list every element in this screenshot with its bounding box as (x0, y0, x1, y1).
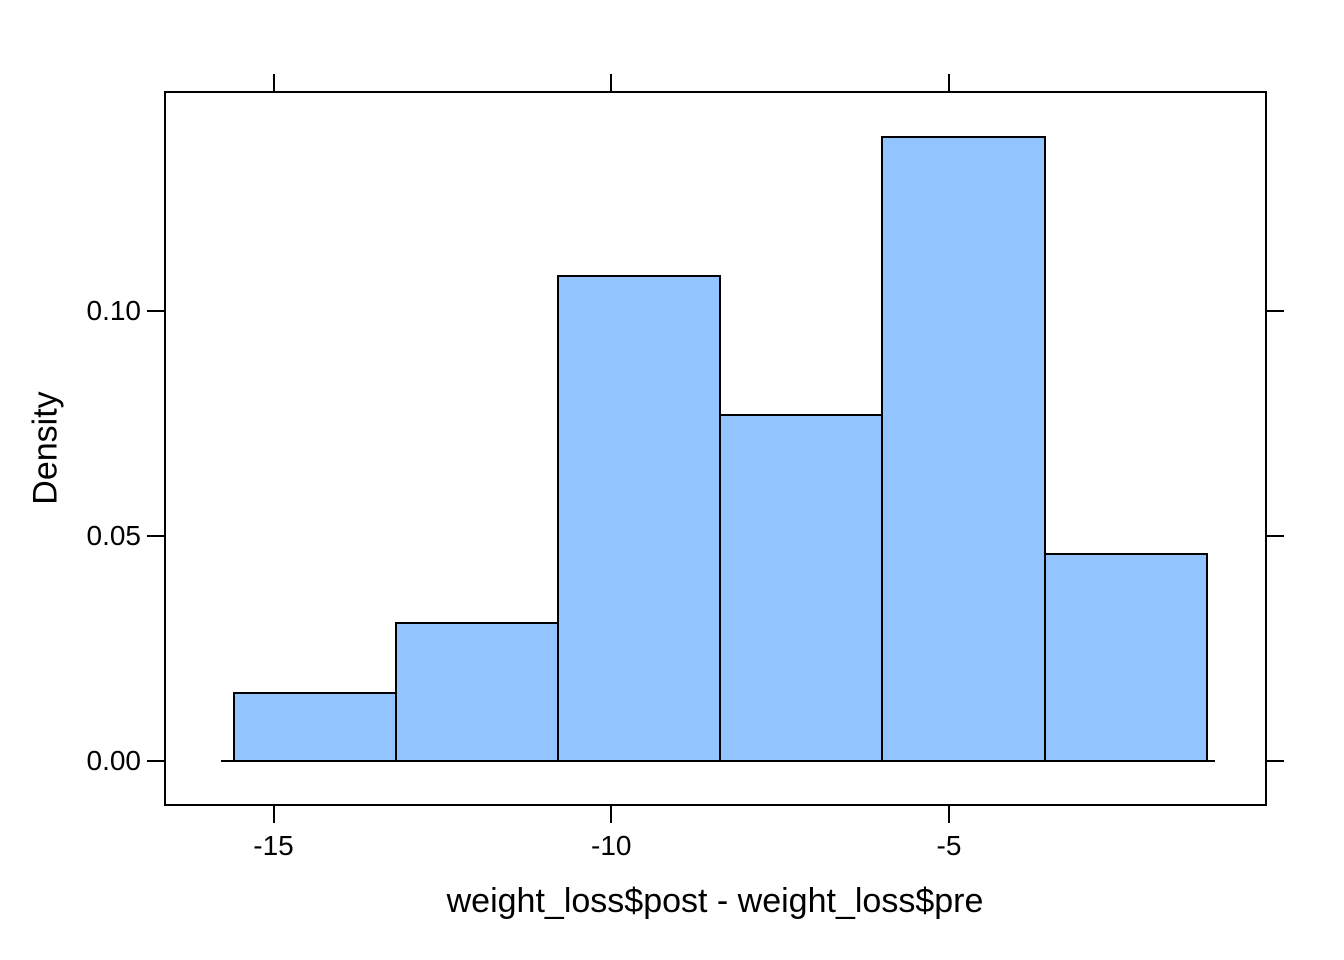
x-axis-label: weight_loss$post - weight_loss$pre (446, 882, 984, 920)
histogram-bar (1043, 552, 1208, 762)
plot-area (164, 91, 1267, 806)
y-tick-label: 0.10 (86, 295, 142, 326)
x-tick-label: -10 (591, 830, 632, 861)
x-tick-label: -5 (936, 830, 962, 861)
x-tick-label: -15 (253, 830, 294, 861)
y-axis-tick-left (147, 310, 164, 312)
x-baseline (221, 760, 1216, 762)
y-axis-tick-right (1267, 310, 1284, 312)
y-axis-tick-left (147, 535, 164, 537)
histogram-bar (232, 691, 398, 762)
y-axis-tick-right (1267, 760, 1284, 762)
x-axis-tick-bottom (272, 806, 275, 823)
y-tick-label: 0.05 (86, 520, 142, 551)
y-axis-label: Density (26, 391, 65, 505)
x-axis-tick-top (272, 74, 275, 91)
histogram-bar (395, 621, 560, 762)
x-axis-tick-bottom (948, 806, 950, 823)
x-axis-tick-bottom (610, 806, 613, 823)
x-axis-tick-top (948, 74, 950, 91)
histogram-bar (557, 275, 722, 762)
y-tick-label: 0.00 (86, 745, 142, 776)
y-axis-tick-right (1267, 535, 1284, 537)
y-axis-tick-left (147, 760, 164, 762)
histogram-bar (719, 413, 884, 762)
x-axis-tick-top (610, 74, 613, 91)
histogram-bar (881, 135, 1046, 762)
